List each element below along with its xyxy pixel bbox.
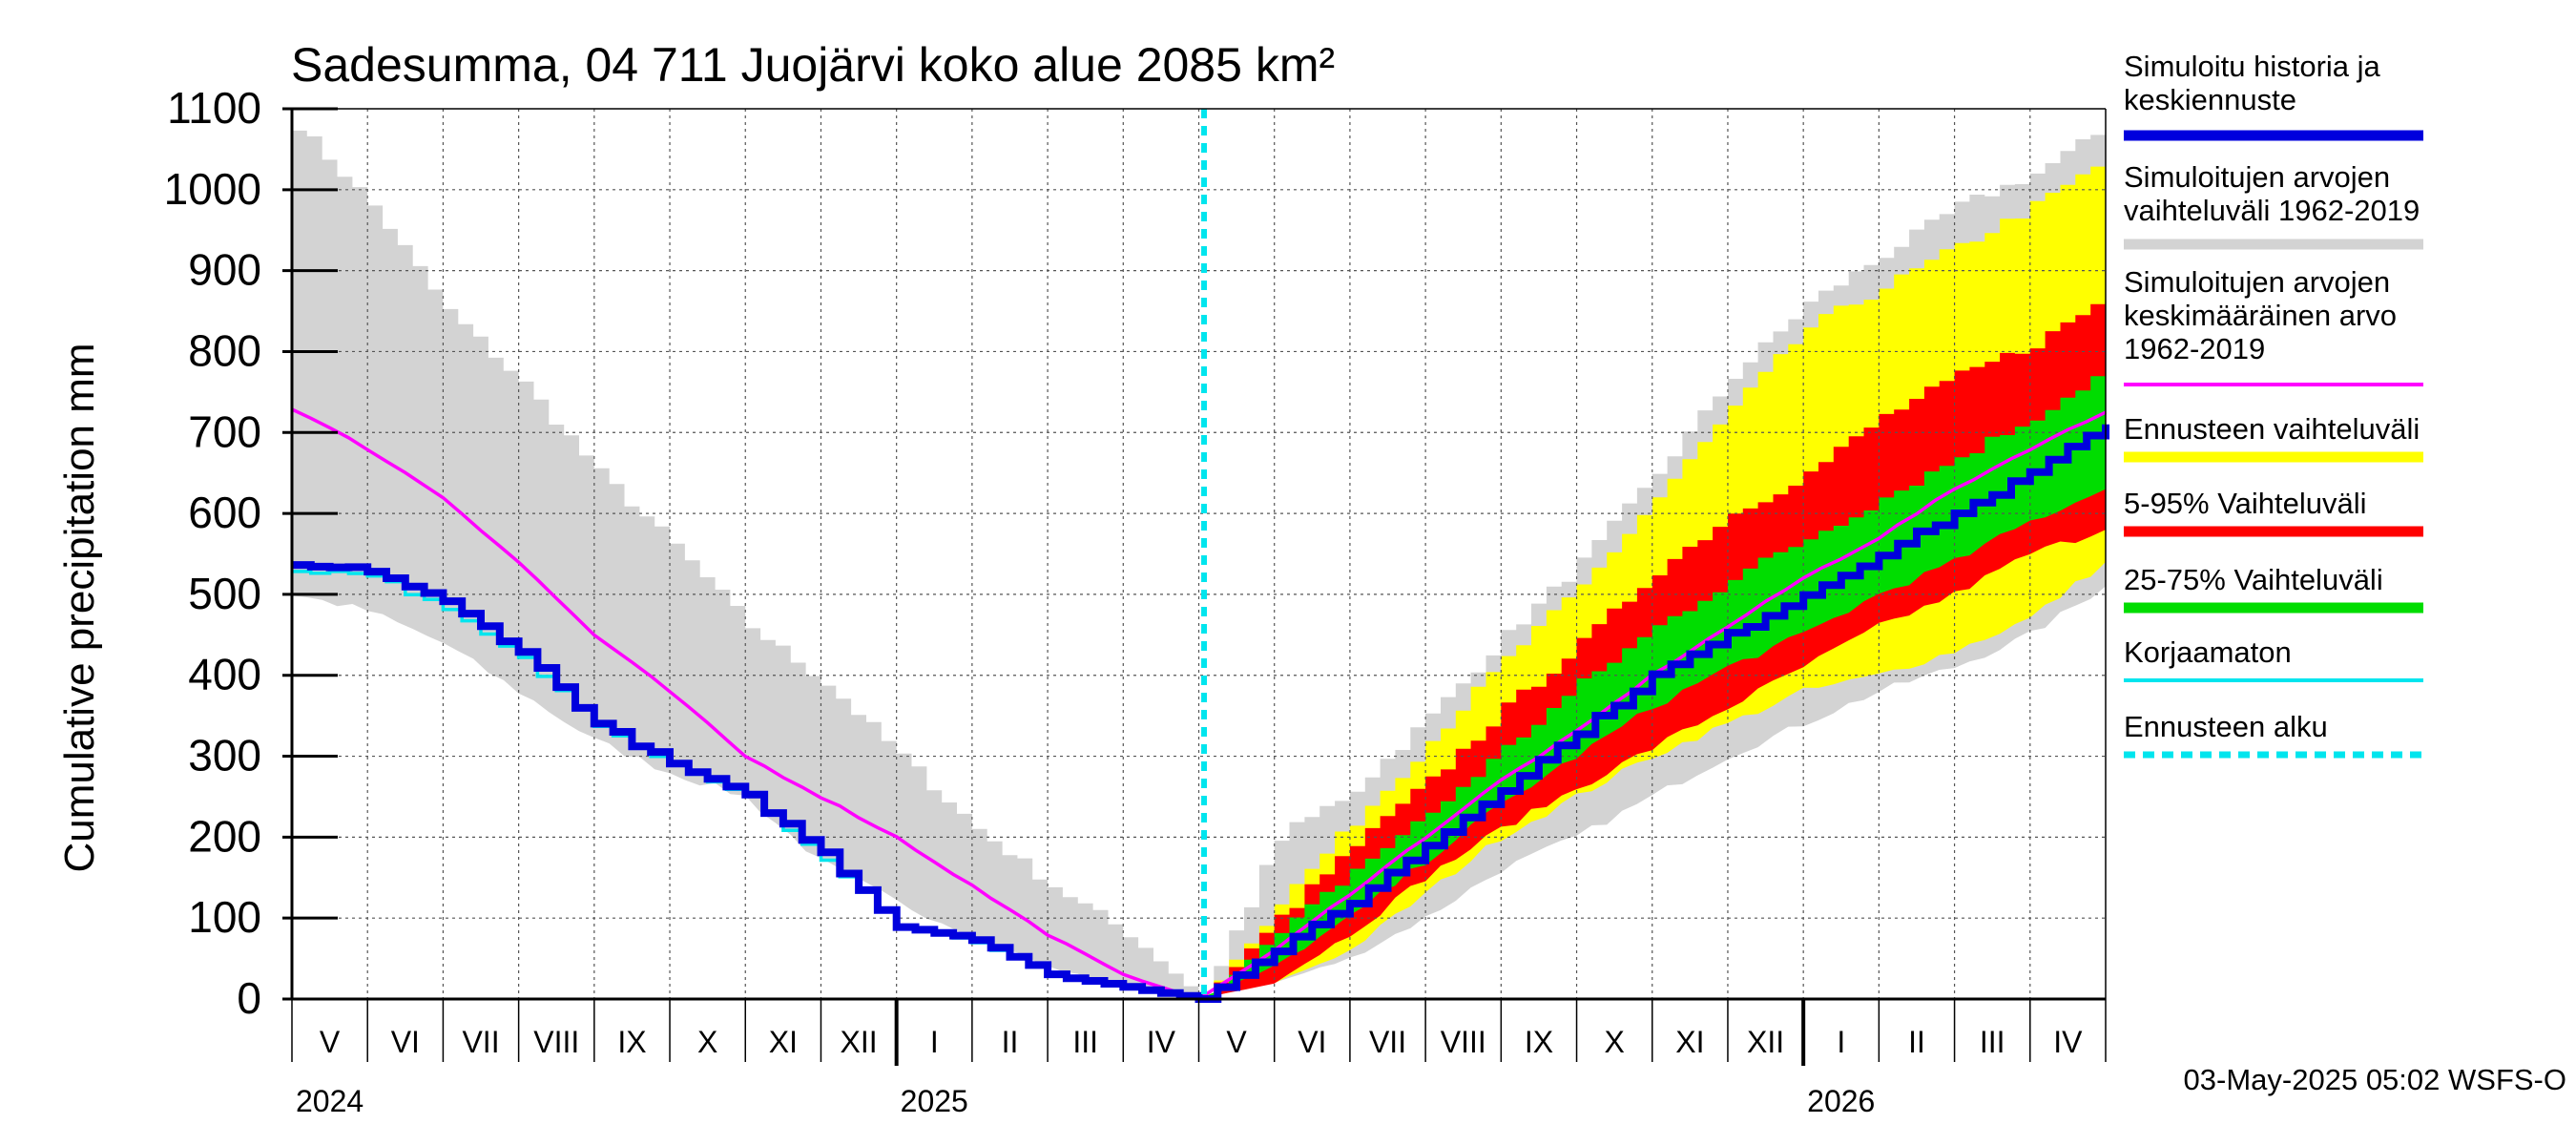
y-tick-label: 200 [188, 811, 261, 861]
month-label: VI [1298, 1025, 1326, 1059]
y-tick-label: 300 [188, 731, 261, 781]
footer-timestamp: 03-May-2025 05:02 WSFS-O [2184, 1063, 2566, 1096]
year-label: 2025 [901, 1084, 968, 1118]
y-tick-labels: 0 100 200 300 400 500 600 700 800 900 1000 1100 [164, 83, 261, 1023]
y-tick-label: 0 [237, 973, 261, 1023]
month-label: I [1837, 1025, 1845, 1059]
month-label: X [697, 1025, 717, 1059]
month-label: V [1226, 1025, 1247, 1059]
legend-label: keskimääräinen arvo [2124, 299, 2397, 332]
legend-label: Simuloitujen arvojen [2124, 160, 2390, 194]
y-tick-label: 1100 [167, 83, 261, 133]
month-label: III [1980, 1025, 2005, 1059]
gridlines [292, 109, 2106, 999]
month-label: III [1072, 1025, 1098, 1059]
month-label: XI [1675, 1025, 1704, 1059]
month-label: XII [1747, 1025, 1784, 1059]
legend-label: 1962-2019 [2124, 332, 2265, 365]
legend-label: 5-95% Vaihteluväli [2124, 487, 2366, 520]
y-axis-label: Cumulative precipitation mm [56, 343, 103, 872]
month-label: IX [1525, 1025, 1553, 1059]
month-label: IX [617, 1025, 646, 1059]
legend-label: keskiennuste [2124, 83, 2296, 116]
chart-title: Sadesumma, 04 711 Juojärvi koko alue 208… [291, 38, 1335, 92]
y-tick-label: 400 [188, 650, 261, 699]
legend-label: Ennusteen vaihteluväli [2124, 412, 2420, 446]
y-tick-label: 1000 [164, 164, 261, 214]
year-label: 2024 [296, 1084, 364, 1118]
y-tick-label: 800 [188, 325, 261, 375]
month-label: V [320, 1025, 341, 1059]
year-label: 2026 [1807, 1084, 1875, 1118]
month-label: IV [2053, 1025, 2083, 1059]
y-tick-label: 100 [188, 892, 261, 942]
legend-label: Korjaamaton [2124, 635, 2292, 669]
month-label: VII [1369, 1025, 1406, 1059]
axes [282, 107, 2107, 1066]
y-tick-label: 600 [188, 488, 261, 537]
month-label: XII [841, 1025, 878, 1059]
y-tick-label: 500 [188, 569, 261, 618]
month-label: XI [769, 1025, 798, 1059]
y-tick-label: 900 [188, 245, 261, 295]
month-label: IV [1147, 1025, 1176, 1059]
month-label: VII [462, 1025, 499, 1059]
month-label: VIII [533, 1025, 579, 1059]
legend-label: Ennusteen alku [2124, 710, 2328, 743]
month-label: VIII [1441, 1025, 1486, 1059]
month-label: X [1604, 1025, 1624, 1059]
y-tick-label: 700 [188, 406, 261, 456]
month-label: II [1908, 1025, 1925, 1059]
month-label: I [930, 1025, 939, 1059]
month-label: VI [391, 1025, 420, 1059]
x-axis-labels: V VI VII VIII IX X XI XII I II III IV V VI VII VIII IX X X… [296, 1025, 2083, 1118]
band-0 [292, 130, 1199, 999]
legend-label: vaihteluväli 1962-2019 [2124, 194, 2420, 227]
legend-label: Simuloitujen arvojen [2124, 265, 2390, 299]
history-range-band-group [292, 130, 1199, 999]
month-label: II [1002, 1025, 1019, 1059]
legend-label: Simuloitu historia ja [2124, 50, 2381, 83]
legend-label: 25-75% Vaihteluväli [2124, 563, 2383, 596]
